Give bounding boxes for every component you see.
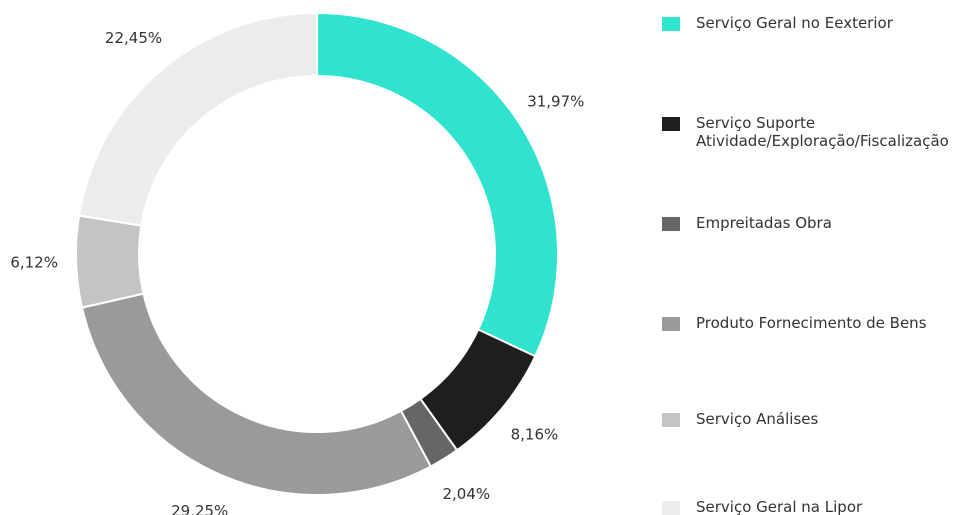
legend-label: Serviço Geral na Lipor: [696, 498, 978, 515]
legend-label: Serviço Geral no Eexterior: [696, 14, 978, 32]
legend-item: Empreitadas Obra: [662, 214, 978, 232]
donut-area: 31,97% 8,16% 2,04% 29,25% 6,12% 22,45%: [0, 0, 640, 515]
legend-label: Empreitadas Obra: [696, 214, 978, 232]
legend-item: Serviço Análises: [662, 410, 978, 428]
donut-segment: [317, 13, 558, 356]
legend-item: Produto Fornecimento de Bens: [662, 314, 978, 332]
legend-swatch: [662, 501, 680, 515]
legend-item: Serviço Geral no Eexterior: [662, 14, 978, 32]
legend-swatch: [662, 413, 680, 427]
legend-swatch: [662, 217, 680, 231]
data-label: 2,04%: [442, 485, 490, 503]
legend-item: Serviço Suporte Atividade/Exploração/Fis…: [662, 114, 978, 150]
legend-swatch: [662, 117, 680, 131]
donut-segment: [82, 294, 431, 495]
data-label: 29,25%: [171, 502, 228, 515]
legend-label: Serviço Suporte Atividade/Exploração/Fis…: [696, 114, 978, 150]
donut-segment: [76, 216, 143, 308]
data-label: 22,45%: [105, 29, 162, 47]
chart: 31,97% 8,16% 2,04% 29,25% 6,12% 22,45% Serviç…: [0, 0, 978, 515]
data-label: 31,97%: [527, 93, 584, 111]
legend-swatch: [662, 317, 680, 331]
legend-item: Serviço Geral na Lipor: [662, 498, 978, 515]
legend-label: Serviço Análises: [696, 410, 978, 428]
data-label: 6,12%: [10, 254, 58, 272]
legend-label: Produto Fornecimento de Bens: [696, 314, 978, 332]
legend-swatch: [662, 17, 680, 31]
data-label: 8,16%: [511, 426, 559, 444]
